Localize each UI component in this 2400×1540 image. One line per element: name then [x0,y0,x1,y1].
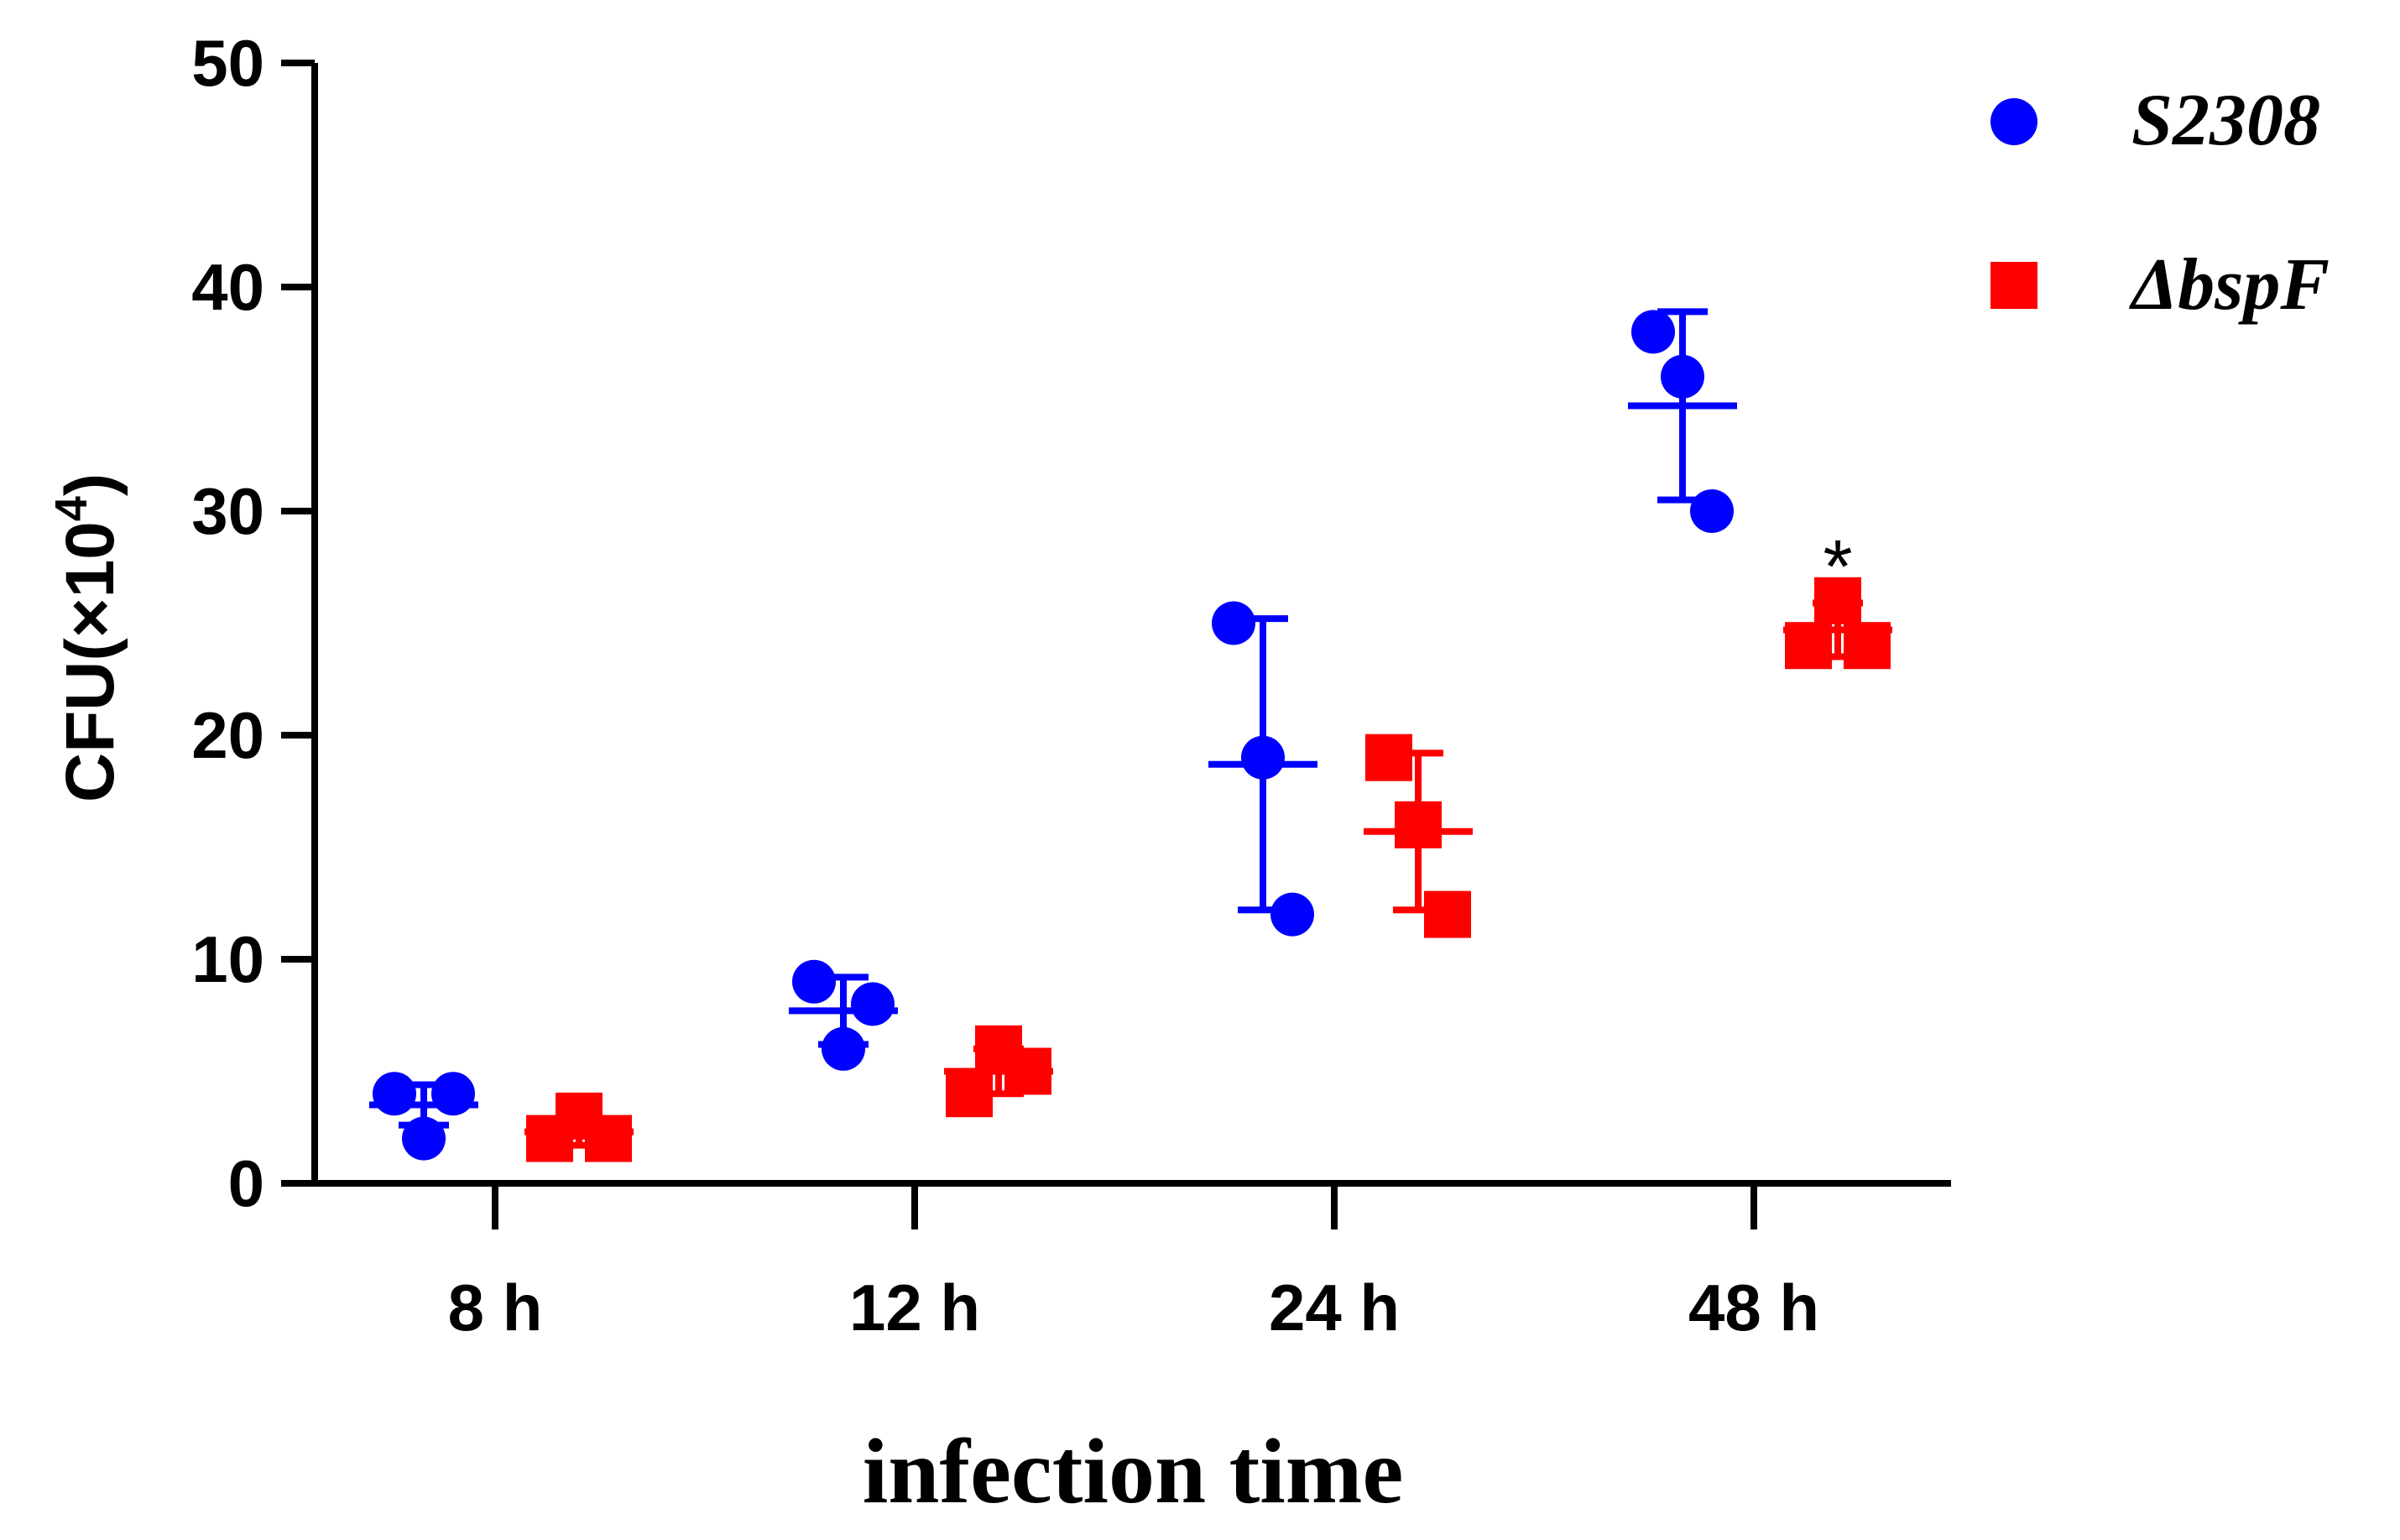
data-point-0-0-1 [402,1116,446,1161]
y-axis-title-base: CFU(×10 [52,521,128,802]
data-point-1-3-2 [1844,622,1891,670]
x-axis-title: infection time [863,1420,1404,1522]
y-tick-label: 50 [191,26,264,100]
y-axis-title-exp: 4 [46,496,97,521]
axes: 0 10 20 30 40 50 8 h 12 h 24 h 48 h [191,26,1951,1344]
data-point-1-3-1 [1814,577,1861,624]
x-tick-label: 48 h [1688,1271,1819,1344]
data-point-1-1-0 [946,1070,993,1118]
x-tick-label: 24 h [1269,1271,1400,1344]
data-point-0-3-0 [1631,310,1675,354]
data-point-0-2-0 [1212,601,1255,645]
y-tick-label: 40 [191,250,264,324]
x-tick-label: 8 h [448,1271,543,1344]
y-tick-label: 0 [228,1146,264,1220]
data-point-0-0-2 [431,1072,475,1116]
data-point-0-2-2 [1270,892,1314,937]
data-point-0-3-2 [1690,489,1734,533]
y-axis-title-close: ) [52,473,128,496]
series-layer: * [369,308,1892,1162]
data-point-0-3-1 [1661,354,1704,399]
x-tick-label: 12 h [849,1271,980,1344]
legend: S2308 ΔbspF [1990,80,2330,326]
data-point-0-2-1 [1241,735,1285,780]
data-point-0-1-1 [822,1026,865,1071]
significance-star: * [1823,525,1852,609]
data-point-0-1-2 [851,982,895,1026]
data-point-1-3-0 [1785,622,1832,670]
legend-marker-s2308 [1990,98,2037,145]
y-tick-label: 10 [191,922,264,996]
legend-label-s2308: S2308 [2131,80,2320,161]
data-point-0-0-0 [373,1072,416,1116]
data-point-1-1-2 [1004,1047,1051,1095]
data-point-0-1-0 [792,959,836,1004]
data-point-1-0-2 [585,1115,632,1162]
legend-marker-bspf [1990,262,2037,309]
y-axis-title: CFU(×104) [46,473,128,802]
y-tick-label: 30 [191,474,264,548]
data-point-1-2-2 [1424,890,1471,938]
data-point-1-2-0 [1365,733,1412,781]
data-point-1-2-1 [1395,801,1442,848]
y-tick-label: 20 [191,698,264,772]
legend-label-bspf: ΔbspF [2129,244,2330,326]
